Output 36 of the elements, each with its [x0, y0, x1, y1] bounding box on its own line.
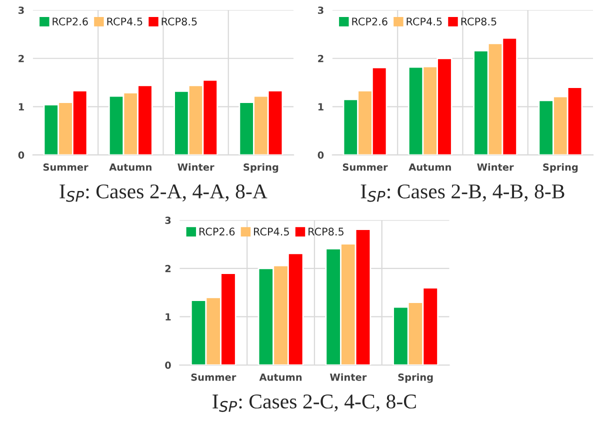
y-tick-label: 3 — [165, 216, 171, 224]
x-tick-label: Spring — [543, 163, 578, 173]
legend-label: RCP4.5 — [406, 18, 442, 26]
y-tick-label: 0 — [165, 361, 171, 369]
y-tick-label: 1 — [18, 103, 24, 110]
legend-label: RCP2.6 — [52, 18, 88, 26]
y-tick-label: 2 — [318, 54, 324, 62]
y-tick-label: 1 — [166, 313, 171, 320]
x-tick-label: Autumn — [408, 164, 451, 171]
legend-label: RCP8.5 — [308, 228, 344, 236]
text: I$_{SP}$: Cases 2-C, 4-C, 8-C — [212, 394, 416, 412]
y-tick-label: 2 — [165, 264, 171, 272]
x-tick-label: Summer — [191, 374, 236, 381]
legend-label: RCP2.6 — [352, 18, 388, 26]
text: I$_{SP}$: Cases 2-B, 4-B, 8-B — [360, 184, 564, 202]
x-tick-label: Autumn — [109, 164, 152, 171]
x-tick-label: Winter — [477, 163, 514, 171]
legend-label: RCP2.6 — [199, 228, 235, 236]
x-tick-label: Spring — [398, 373, 433, 383]
x-tick-label: Spring — [244, 163, 278, 173]
x-tick-label: Winter — [330, 373, 367, 381]
x-tick-label: Summer — [43, 163, 88, 171]
x-tick-label: Autumn — [259, 374, 302, 381]
legend-label: RCP4.5 — [254, 228, 289, 236]
y-tick-label: 3 — [18, 6, 24, 14]
y-tick-label: 1 — [318, 103, 324, 110]
x-tick-label: Summer — [342, 163, 388, 171]
text: I$_{SP}$: Cases 2-A, 4-A, 8-A — [60, 184, 268, 202]
y-tick-label: 3 — [318, 6, 324, 14]
legend-label: RCP8.5 — [461, 18, 496, 26]
y-tick-label: 0 — [318, 151, 324, 159]
x-tick-label: Winter — [178, 163, 214, 171]
y-tick-label: 0 — [18, 151, 24, 159]
y-tick-label: 2 — [18, 54, 24, 62]
legend-label: RCP8.5 — [162, 18, 197, 26]
legend-label: RCP4.5 — [107, 18, 142, 26]
